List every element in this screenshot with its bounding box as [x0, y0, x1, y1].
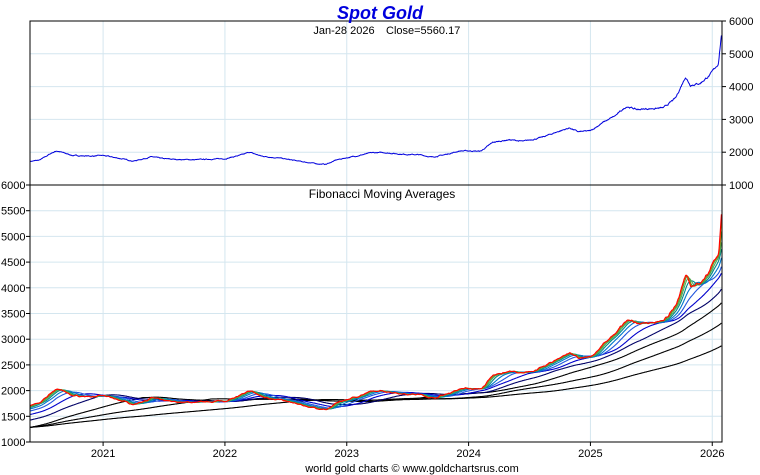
bottom-y-tick-label: 2000: [1, 386, 25, 398]
spot-gold-price-line: [29, 35, 722, 166]
ma-144-line: [29, 288, 722, 421]
chart-title: Spot Gold: [337, 3, 424, 23]
top-y-tick-label: 5000: [729, 49, 753, 61]
moving-average-lines: [29, 214, 722, 428]
x-tick-label: 2023: [335, 448, 359, 460]
bottom-y-tick-label: 5000: [1, 231, 25, 243]
bottom-panel-grid: [30, 185, 722, 442]
bottom-y-tick-label: 6000: [1, 180, 25, 192]
x-tick-label: 2021: [91, 448, 115, 460]
x-tick-label: 2026: [700, 448, 724, 460]
x-tick-label: 2025: [578, 448, 602, 460]
bottom-y-tick-label: 4000: [1, 283, 25, 295]
bottom-panel-title: Fibonacci Moving Averages: [309, 187, 456, 201]
top-y-tick-label: 1000: [729, 180, 753, 192]
top-panel-y-axis: 1000 2000 3000 4000 5000 6000: [722, 16, 753, 192]
ma-3-line: [29, 214, 722, 411]
bottom-y-tick-label: 4500: [1, 257, 25, 269]
bottom-y-tick-label: 3500: [1, 309, 25, 321]
top-y-tick-label: 2000: [729, 147, 753, 159]
bottom-panel-y-axis: 1000 1500 2000 2500 3000 3500 4000 4500 5000 5500…: [1, 180, 30, 449]
top-panel-grid: [30, 21, 722, 185]
x-axis: 2021 2022 2023 2024 2025 2026: [91, 442, 724, 460]
bottom-y-tick-label: 2500: [1, 360, 25, 372]
bottom-y-tick-label: 1000: [1, 437, 25, 449]
top-y-tick-label: 3000: [729, 114, 753, 126]
top-y-tick-label: 4000: [729, 82, 753, 94]
top-y-tick-label: 6000: [729, 16, 753, 28]
date-label: Jan-28 2026: [313, 25, 374, 37]
ma-377-line: [29, 322, 722, 428]
price-line-group: [29, 35, 722, 166]
x-tick-label: 2022: [213, 448, 237, 460]
close-label: Close=5560.17: [386, 25, 460, 37]
ma-34-line: [29, 257, 722, 410]
bottom-y-tick-label: 3000: [1, 334, 25, 346]
footer-credit: world gold charts © www.goldchartsrus.co…: [304, 463, 519, 475]
bottom-y-tick-label: 1500: [1, 411, 25, 423]
x-tick-label: 2024: [456, 448, 480, 460]
bottom-y-tick-label: 5500: [1, 206, 25, 218]
